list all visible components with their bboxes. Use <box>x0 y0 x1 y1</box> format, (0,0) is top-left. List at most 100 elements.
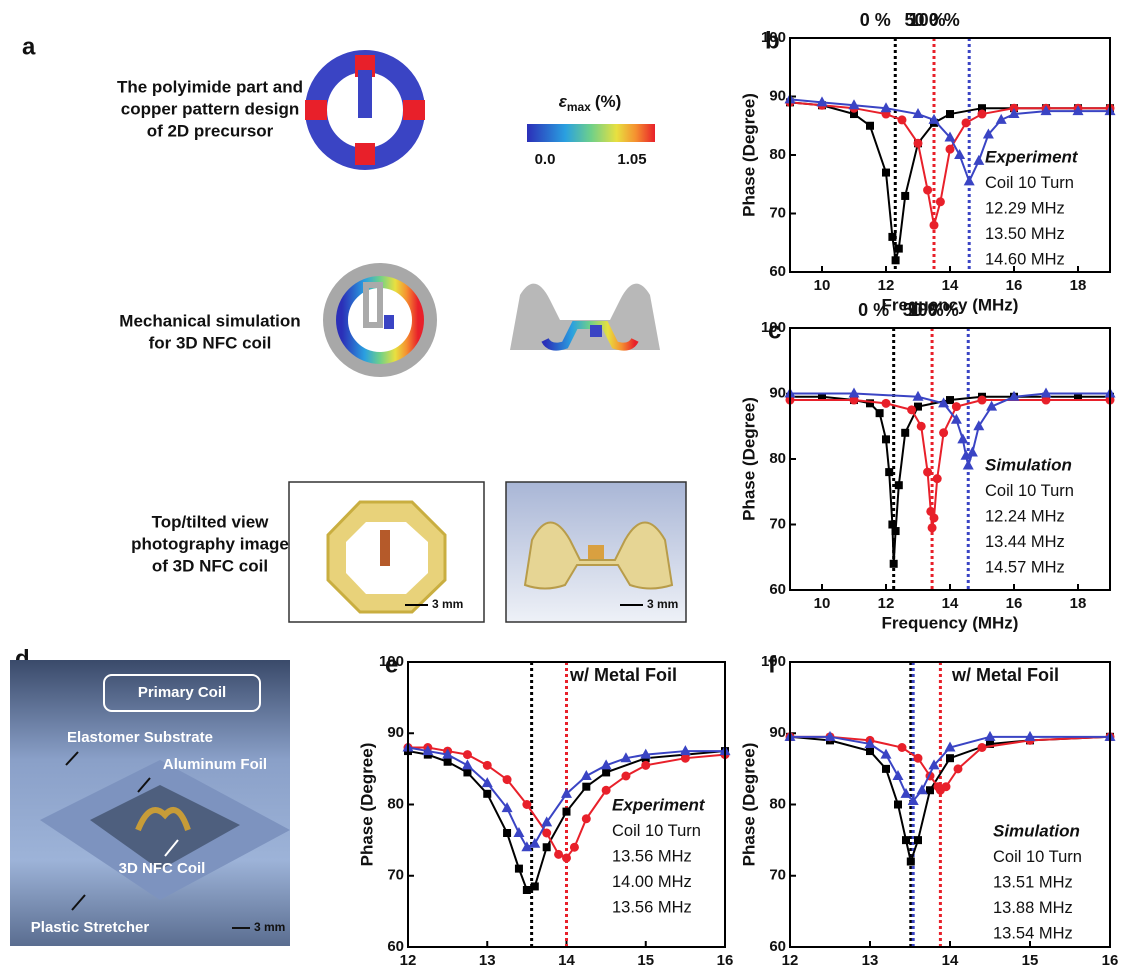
label: Aluminum Foil <box>163 756 267 773</box>
marker <box>946 396 954 404</box>
colorbar-max: 1.05 <box>617 151 646 168</box>
legend-subtitle: Coil 10 Turn <box>985 482 1074 500</box>
legend-entry: 14.60 MHz <box>985 250 1065 268</box>
row-label: Top/tilted view <box>152 512 270 531</box>
x-tick-label: 14 <box>942 277 959 294</box>
marker <box>917 422 926 431</box>
marker <box>962 118 971 127</box>
legend-entry: 14.57 MHz <box>985 558 1065 576</box>
marker <box>892 527 900 535</box>
marker <box>621 772 630 781</box>
marker <box>898 115 907 124</box>
marker <box>513 827 524 837</box>
y-axis-label: Phase (Degree) <box>357 743 376 867</box>
marker <box>503 775 512 784</box>
marker <box>876 409 884 417</box>
series-name: 100 % <box>909 10 960 30</box>
marker <box>885 468 893 476</box>
marker <box>895 481 903 489</box>
legend-entry: 13.44 MHz <box>985 533 1065 551</box>
marker <box>531 882 539 890</box>
marker <box>641 761 650 770</box>
marker <box>907 405 916 414</box>
legend-entry: 12.29 MHz <box>985 199 1065 217</box>
marker <box>967 446 978 456</box>
row-label: of 3D NFC coil <box>152 556 268 575</box>
marker <box>964 175 975 185</box>
marker <box>888 233 896 241</box>
row-label: photography image <box>131 534 289 553</box>
marker <box>515 865 523 873</box>
marker <box>942 782 951 791</box>
row-label: Mechanical simulation <box>119 311 300 330</box>
photo-tilted: 3 mm <box>506 482 686 622</box>
colorbar-min: 0.0 <box>535 151 556 168</box>
x-tick-label: 10 <box>814 277 831 294</box>
y-tick-label: 100 <box>761 319 786 336</box>
x-tick-label: 10 <box>814 595 831 612</box>
legend-title: Experiment <box>985 147 1079 166</box>
marker <box>901 429 909 437</box>
y-tick-label: 80 <box>387 795 404 812</box>
x-tick-label: 12 <box>878 595 895 612</box>
marker <box>522 800 531 809</box>
y-tick-label: 90 <box>769 87 786 104</box>
marker <box>483 761 492 770</box>
legend-entry: 13.56 MHz <box>612 898 692 916</box>
marker <box>917 784 928 794</box>
x-tick-label: 13 <box>862 952 879 966</box>
x-tick-label: 14 <box>942 595 959 612</box>
label: Primary Coil <box>138 684 226 701</box>
marker <box>933 474 942 483</box>
scale-bar-label: 3 mm <box>432 597 463 611</box>
legend-subtitle: Coil 10 Turn <box>985 174 1074 192</box>
x-tick-label: 12 <box>782 952 799 966</box>
marker <box>914 139 923 148</box>
x-tick-label: 16 <box>1102 952 1119 966</box>
y-tick-label: 80 <box>769 146 786 163</box>
marker <box>973 155 984 165</box>
y-tick-label: 100 <box>761 29 786 46</box>
legend-entry: 13.50 MHz <box>985 225 1065 243</box>
label: 3D NFC Coil <box>119 860 206 877</box>
scale-bar-label: 3 mm <box>254 920 285 934</box>
marker <box>543 843 551 851</box>
x-tick-label: 12 <box>878 277 895 294</box>
legend-title: Experiment <box>612 795 706 814</box>
annotation: w/ Metal Foil <box>951 665 1059 685</box>
marker <box>444 758 452 766</box>
row-label: of 2D precursor <box>147 121 274 140</box>
marker <box>923 468 932 477</box>
marker <box>978 110 987 119</box>
marker <box>928 523 937 532</box>
simulation-tilted <box>510 284 660 350</box>
x-tick-label: 18 <box>1070 277 1087 294</box>
marker <box>930 221 939 230</box>
precursor-ring <box>305 55 425 165</box>
x-tick-label: 12 <box>400 952 417 966</box>
legend-subtitle: Coil 10 Turn <box>993 848 1082 866</box>
marker <box>562 853 571 862</box>
marker <box>898 743 907 752</box>
marker <box>914 754 923 763</box>
colorbar-title: εmax(%) <box>559 92 622 114</box>
marker <box>946 754 954 762</box>
marker <box>963 460 974 470</box>
row-label: for 3D NFC coil <box>149 333 272 352</box>
legend-entry: 14.00 MHz <box>612 873 692 891</box>
label: Elastomer Substrate <box>67 729 213 746</box>
x-tick-label: 16 <box>717 952 734 966</box>
marker <box>957 433 968 443</box>
x-tick-label: 14 <box>558 952 575 966</box>
marker <box>881 749 892 759</box>
annotation: w/ Metal Foil <box>569 665 677 685</box>
marker <box>602 786 611 795</box>
marker <box>582 814 591 823</box>
y-tick-label: 80 <box>769 795 786 812</box>
marker <box>926 786 934 794</box>
row-label: The polyimide part and <box>117 77 303 96</box>
marker <box>602 768 610 776</box>
marker <box>895 245 903 253</box>
legend-entry: 13.88 MHz <box>993 899 1073 917</box>
